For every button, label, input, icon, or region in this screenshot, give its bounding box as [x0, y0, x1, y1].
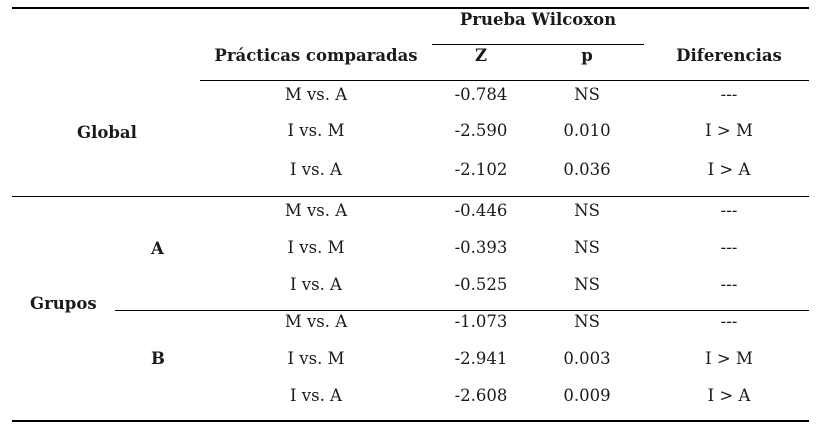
- cell-comparison: M vs. A: [284, 312, 348, 331]
- cell-diff: ---: [720, 275, 738, 294]
- cell-z: -1.073: [454, 312, 508, 331]
- label-group-b: B: [151, 349, 165, 368]
- cell-z: -2.608: [454, 386, 508, 405]
- cell-diff: ---: [720, 85, 738, 104]
- label-groups: Grupos: [30, 294, 97, 313]
- cell-comparison: I vs. A: [290, 386, 342, 405]
- cell-p: NS: [574, 201, 600, 220]
- cell-diff: I > A: [707, 386, 751, 405]
- wilcoxon-underline: [432, 44, 644, 45]
- cell-diff: ---: [720, 238, 738, 257]
- cell-z: -0.784: [454, 85, 508, 104]
- bottom-rule: [12, 420, 809, 422]
- header-bottom-rule: [200, 80, 809, 81]
- cell-z: -0.446: [454, 201, 508, 220]
- cell-p: NS: [574, 85, 600, 104]
- cell-z: -2.102: [454, 160, 508, 179]
- cell-p: NS: [574, 238, 600, 257]
- header-differences: Diferencias: [676, 46, 782, 65]
- header-z: Z: [474, 46, 488, 65]
- cell-comparison: I vs. M: [287, 121, 345, 140]
- top-rule: [12, 7, 809, 9]
- cell-comparison: M vs. A: [284, 85, 348, 104]
- label-group-a: A: [151, 239, 164, 258]
- cell-p: 0.036: [563, 160, 611, 179]
- cell-z: -2.590: [454, 121, 508, 140]
- cell-z: -2.941: [454, 349, 508, 368]
- cell-diff: I > A: [707, 160, 751, 179]
- global-groups-divider: [12, 196, 809, 197]
- cell-comparison: I vs. A: [290, 160, 342, 179]
- cell-p: 0.003: [563, 349, 611, 368]
- label-global: Global: [77, 123, 137, 142]
- cell-z: -0.393: [454, 238, 508, 257]
- cell-diff: I > M: [705, 121, 753, 140]
- cell-p: NS: [574, 275, 600, 294]
- cell-diff: I > M: [705, 349, 753, 368]
- cell-comparison: M vs. A: [284, 201, 348, 220]
- cell-p: 0.010: [563, 121, 611, 140]
- header-test-group: Prueba Wilcoxon: [459, 10, 617, 29]
- group-a-b-divider: [115, 310, 809, 311]
- cell-diff: ---: [720, 201, 738, 220]
- cell-z: -0.525: [454, 275, 508, 294]
- cell-comparison: I vs. M: [287, 238, 345, 257]
- header-practices: Prácticas comparadas: [214, 46, 418, 65]
- cell-comparison: I vs. A: [290, 275, 342, 294]
- cell-p: NS: [574, 312, 600, 331]
- cell-diff: ---: [720, 312, 738, 331]
- cell-p: 0.009: [563, 386, 611, 405]
- cell-comparison: I vs. M: [287, 349, 345, 368]
- header-p: p: [581, 46, 593, 65]
